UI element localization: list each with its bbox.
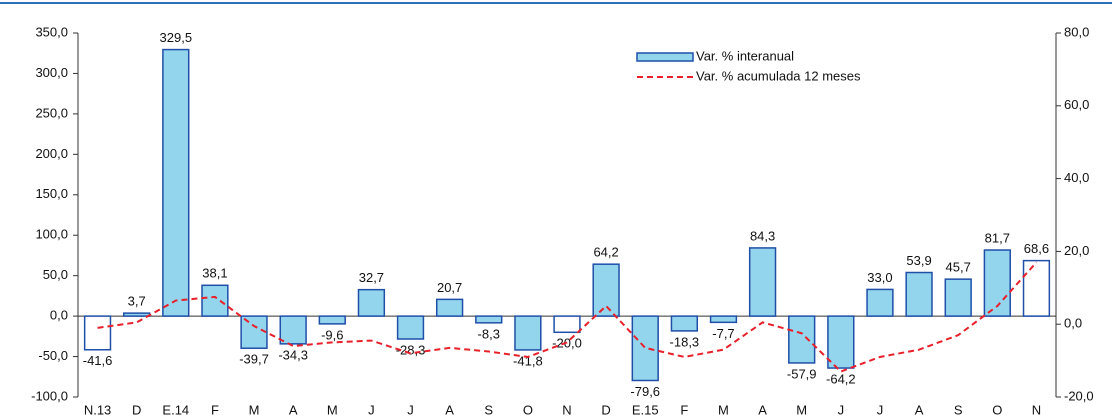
- x-tick-label: F: [680, 402, 688, 417]
- value-label: -7,7: [712, 326, 734, 341]
- bar: [866, 288, 894, 317]
- value-label: 38,1: [202, 266, 227, 281]
- bar: [748, 247, 777, 317]
- value-label: -9,6: [321, 327, 343, 342]
- x-tick-label: M: [718, 402, 729, 417]
- bar: [435, 298, 464, 317]
- bar: [553, 315, 581, 334]
- value-label: 53,9: [906, 253, 931, 268]
- x-tick-label: N: [1032, 402, 1041, 417]
- bar: [670, 315, 699, 332]
- x-tick-label: O: [992, 402, 1002, 417]
- y-tick-label: 0,0: [50, 308, 68, 323]
- y2-tick-label: 40,0: [1064, 170, 1089, 185]
- y-tick-label: 50,0: [43, 267, 68, 282]
- y-tick-label: 300,0: [35, 65, 68, 80]
- value-label: 81,7: [985, 230, 1010, 245]
- bar: [201, 284, 229, 317]
- value-label: -64,2: [826, 371, 856, 386]
- value-label: 84,3: [750, 228, 775, 243]
- legend-label: Var. % interanual: [696, 48, 794, 63]
- value-label: -39,7: [239, 352, 269, 367]
- bar: [396, 315, 425, 340]
- value-label: -8,3: [478, 326, 500, 341]
- y-tick-label: 250,0: [35, 105, 68, 120]
- x-tick-label: J: [877, 402, 884, 417]
- bar: [788, 315, 816, 364]
- value-label: 45,7: [946, 260, 971, 275]
- bar: [279, 315, 307, 345]
- value-label: -18,3: [670, 334, 700, 349]
- bar: [357, 288, 386, 317]
- value-label: 33,0: [867, 270, 892, 285]
- x-tick-label: A: [758, 402, 767, 417]
- x-tick-label: S: [484, 402, 493, 417]
- bar: [123, 312, 151, 317]
- value-label: 329,5: [160, 30, 193, 45]
- bar: [631, 315, 659, 382]
- y-tick-label: -50,0: [38, 348, 68, 363]
- value-label: 64,2: [593, 245, 618, 260]
- x-tick-label: D: [132, 402, 141, 417]
- bar: [514, 315, 542, 351]
- bar: [1022, 259, 1051, 317]
- bar: [318, 315, 346, 325]
- bar: [83, 315, 112, 351]
- y2-tick-label: 80,0: [1064, 24, 1089, 39]
- bar: [944, 278, 972, 317]
- x-tick-label: N.13: [84, 402, 111, 417]
- value-label: -79,6: [630, 384, 660, 399]
- legend-swatch: [636, 52, 694, 62]
- y-tick-label: -100,0: [31, 388, 68, 403]
- y-tick-label: 200,0: [35, 146, 68, 161]
- x-tick-label: O: [523, 402, 533, 417]
- value-label: 3,7: [128, 294, 146, 309]
- x-tick-label: A: [915, 402, 924, 417]
- x-tick-label: M: [327, 402, 338, 417]
- line: [97, 261, 1038, 373]
- x-tick-label: A: [445, 402, 454, 417]
- x-tick-label: J: [838, 402, 845, 417]
- value-label: -28,3: [396, 342, 426, 357]
- bar: [162, 48, 190, 317]
- x-tick-label: D: [601, 402, 610, 417]
- y-tick-label: 350,0: [35, 24, 68, 39]
- value-label: -57,9: [787, 366, 817, 381]
- value-label: 32,7: [359, 270, 384, 285]
- x-tick-label: J: [407, 402, 414, 417]
- y-tick-label: 150,0: [35, 186, 68, 201]
- value-label: 20,7: [437, 280, 462, 295]
- x-tick-label: F: [211, 402, 219, 417]
- bar: [475, 315, 503, 324]
- legend-label: Var. % acumulada 12 meses: [696, 68, 861, 83]
- y-tick-label: 100,0: [35, 227, 68, 242]
- value-label: -41,6: [83, 353, 113, 368]
- value-label: 68,6: [1024, 241, 1049, 256]
- y2-tick-label: 0,0: [1064, 316, 1082, 331]
- x-tick-label: S: [954, 402, 963, 417]
- x-tick-label: E.14: [162, 402, 189, 417]
- value-label: -34,3: [278, 347, 308, 362]
- bar: [905, 271, 933, 317]
- y2-tick-label: 20,0: [1064, 243, 1089, 258]
- bar: [709, 315, 738, 324]
- bar: [240, 315, 268, 349]
- x-tick-label: J: [368, 402, 375, 417]
- y2-tick-label: 60,0: [1064, 97, 1089, 112]
- bar: [827, 315, 855, 369]
- value-label: -41,8: [513, 353, 543, 368]
- x-tick-label: M: [249, 402, 260, 417]
- bar: [592, 263, 620, 317]
- x-tick-label: A: [289, 402, 298, 417]
- x-tick-label: E.15: [632, 402, 659, 417]
- y2-tick-label: -20,0: [1064, 388, 1094, 403]
- x-tick-label: M: [796, 402, 807, 417]
- x-tick-label: N: [562, 402, 571, 417]
